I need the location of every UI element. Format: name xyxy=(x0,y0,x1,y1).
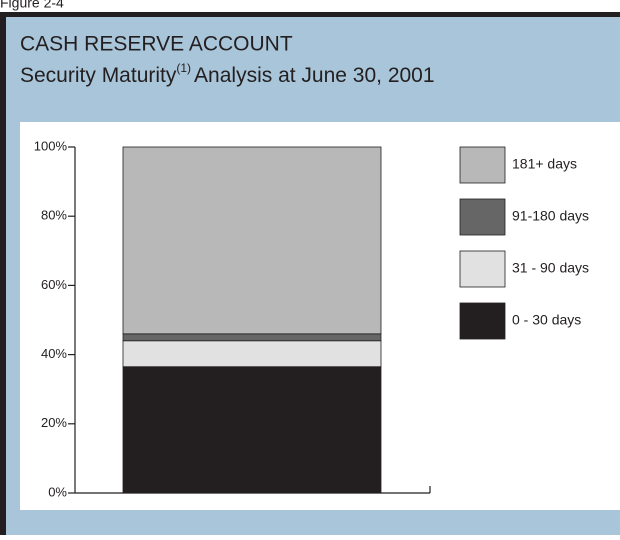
bar-segment xyxy=(122,333,382,342)
legend-label: 0 - 30 days xyxy=(512,312,581,328)
bar-segment xyxy=(122,146,382,335)
chart-title: CASH RESERVE ACCOUNT xyxy=(20,33,293,56)
legend-swatch xyxy=(459,146,506,184)
y-tick-label: 0% xyxy=(48,484,67,499)
legend-swatch xyxy=(459,302,506,340)
figure-label: Figure 2-4 xyxy=(0,0,64,11)
chart-subtitle: Security Maturity(1) Analysis at June 30,… xyxy=(20,61,435,86)
legend-swatch xyxy=(459,250,506,288)
bar-segment xyxy=(122,340,382,368)
legend-label: 91-180 days xyxy=(512,208,589,224)
y-tick-label: 100% xyxy=(34,138,68,153)
bar-segment xyxy=(122,366,382,494)
legend-label: 181+ days xyxy=(512,156,577,172)
legend-swatch xyxy=(459,198,506,236)
y-tick-label: 60% xyxy=(41,277,67,292)
y-tick-label: 40% xyxy=(41,346,67,361)
y-tick-label: 80% xyxy=(41,208,67,223)
y-tick-label: 20% xyxy=(41,415,67,430)
legend-label: 31 - 90 days xyxy=(512,260,589,276)
